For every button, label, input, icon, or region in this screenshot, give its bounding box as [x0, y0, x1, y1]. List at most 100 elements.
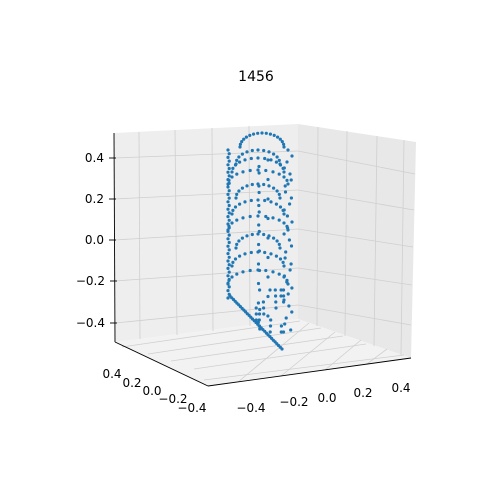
- data-point: [238, 142, 242, 146]
- data-point: [241, 270, 245, 274]
- data-point: [283, 322, 287, 326]
- data-point: [271, 270, 275, 274]
- data-point: [248, 268, 252, 273]
- gridline-z: [113, 150, 299, 159]
- data-point: [256, 131, 260, 135]
- data-point: [285, 280, 289, 284]
- data-point: [282, 300, 286, 304]
- y-axis-ticks: 0.40.20.0−0.2−0.4: [102, 367, 206, 415]
- data-point: [286, 226, 290, 230]
- data-point: [226, 200, 230, 204]
- data-point: [274, 254, 278, 258]
- data-point: [237, 155, 241, 159]
- data-point: [277, 218, 281, 222]
- data-point: [257, 164, 261, 169]
- gridline-back-vertical: [174, 129, 178, 336]
- y-axis-spine: [114, 341, 209, 387]
- data-point: [257, 203, 261, 208]
- data-point: [226, 185, 230, 189]
- data-point: [248, 168, 252, 173]
- x-axis-ticks: −0.4 −0.2 0.0 0.2 0.4: [236, 381, 410, 415]
- gridline-right-horizontal: [297, 150, 416, 175]
- data-point: [266, 314, 270, 318]
- data-point: [285, 178, 289, 182]
- data-point: [278, 257, 283, 261]
- data-point: [256, 148, 260, 152]
- z-tick-label: −0.4: [76, 316, 105, 330]
- data-point: [266, 294, 270, 299]
- data-point: [290, 220, 294, 224]
- z-tick-label: 0.4: [85, 151, 104, 165]
- data-point: [284, 250, 288, 254]
- data-point: [289, 262, 293, 266]
- data-point: [227, 211, 231, 215]
- data-point: [274, 160, 278, 164]
- data-point: [268, 288, 272, 292]
- data-point: [266, 275, 270, 279]
- data-point: [274, 202, 278, 206]
- data-point: [274, 294, 278, 298]
- data-point: [277, 272, 281, 276]
- data-point: [268, 330, 272, 334]
- data-point: [288, 268, 292, 272]
- data-point: [240, 152, 244, 156]
- data-point: [226, 228, 230, 232]
- gridline-right-vertical: [400, 139, 405, 356]
- data-point: [249, 250, 253, 255]
- data-point: [262, 148, 266, 153]
- gridline-back-vertical: [248, 125, 251, 327]
- gridline-floor-y: [193, 343, 367, 370]
- data-point: [235, 158, 239, 162]
- z-axis-spine: [113, 132, 116, 343]
- data-point: [281, 330, 286, 334]
- data-point: [262, 306, 266, 310]
- gridline-back-vertical: [211, 127, 214, 332]
- data-point: [226, 170, 230, 174]
- data-point: [227, 248, 231, 252]
- scatter-points: [226, 131, 294, 351]
- data-point: [245, 234, 249, 238]
- data-point: [277, 192, 281, 196]
- data-point: [226, 163, 230, 167]
- data-point: [277, 172, 281, 176]
- z-tick-label: 0.0: [85, 233, 104, 247]
- data-point: [271, 170, 275, 174]
- data-point: [264, 214, 268, 219]
- data-point: [227, 263, 231, 267]
- y-tick-label: −0.4: [177, 401, 206, 415]
- data-point: [280, 347, 284, 351]
- data-point: [257, 184, 261, 188]
- data-point: [275, 189, 279, 193]
- data-point: [240, 186, 244, 190]
- gridline-z: [113, 228, 299, 241]
- gridline-floor-x: [280, 331, 336, 377]
- data-point: [286, 292, 290, 296]
- data-point: [244, 135, 248, 139]
- data-point: [266, 177, 270, 182]
- axis-spines: [113, 132, 412, 387]
- gridline-z: [114, 267, 299, 282]
- z-axis-ticks: 0.4 0.2 0.0 −0.2 −0.4: [76, 151, 117, 330]
- data-point: [282, 142, 286, 146]
- data-point: [231, 260, 235, 264]
- data-point: [227, 233, 231, 237]
- data-point: [243, 252, 247, 256]
- data-point: [272, 133, 276, 137]
- data-point: [227, 203, 231, 208]
- gridline-z: [114, 304, 299, 324]
- data-point: [282, 170, 286, 174]
- data-point: [266, 216, 270, 221]
- gridline-right-horizontal: [297, 189, 415, 211]
- data-point: [267, 184, 271, 188]
- data-point: [289, 328, 293, 332]
- data-point: [249, 198, 253, 203]
- gridline-floor-x: [366, 348, 388, 365]
- data-point: [227, 174, 231, 178]
- data-point: [285, 160, 289, 164]
- data-point: [227, 285, 231, 289]
- x-axis-spine: [207, 357, 412, 387]
- data-point: [257, 190, 261, 195]
- data-point: [289, 244, 294, 248]
- data-point: [230, 170, 234, 174]
- data-point: [241, 170, 245, 174]
